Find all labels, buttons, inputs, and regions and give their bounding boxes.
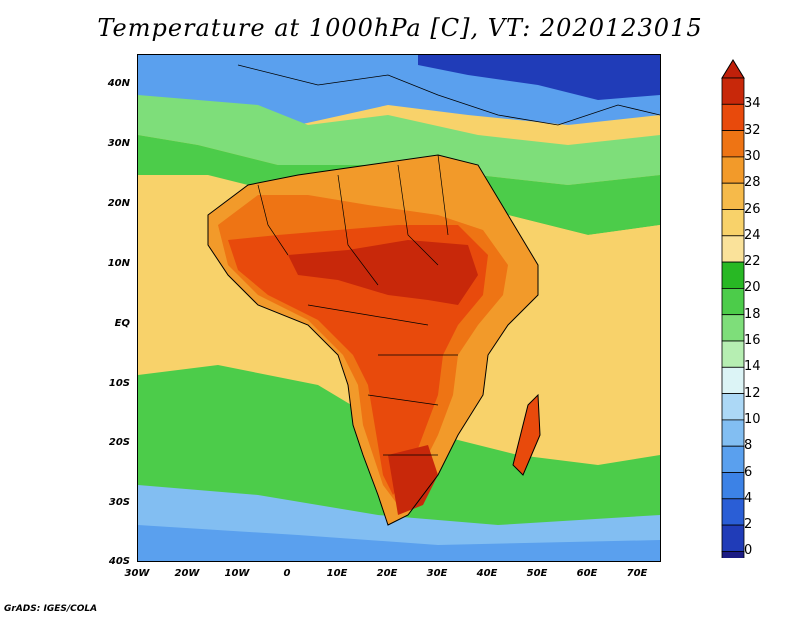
colorbar-segment <box>721 366 745 394</box>
lat-label-40n: 40N <box>107 78 130 89</box>
colorbar-tick-label: 30 <box>744 148 761 164</box>
colorbar-segment <box>721 130 745 158</box>
colorbar-segment <box>721 156 745 184</box>
lat-label-30n: 30N <box>107 138 130 149</box>
colorbar-segment <box>721 287 745 316</box>
colorbar-tick-label: 26 <box>744 201 761 217</box>
lon-label-40e: 40E <box>476 568 498 579</box>
colorbar-tick-label: 18 <box>744 306 761 322</box>
colorbar-segment <box>721 103 745 131</box>
colorbar-tick-label: 32 <box>744 122 761 138</box>
colorbar <box>721 59 745 558</box>
lon-label-20w: 20W <box>174 568 200 579</box>
colorbar-tick-label: 22 <box>744 254 761 270</box>
colorbar-segment <box>721 498 745 526</box>
colorbar-segment <box>721 261 745 289</box>
lon-label-60e: 60E <box>576 568 598 579</box>
lon-label-10e: 10E <box>326 568 348 579</box>
colorbar-tick-label: 10 <box>744 411 761 427</box>
colorbar-tick-label: 2 <box>744 517 753 533</box>
lon-label-70e: 70E <box>626 568 648 579</box>
lon-label-0: 0 <box>283 568 291 579</box>
colorbar-tick-label: 16 <box>744 333 761 348</box>
colorbar-segment <box>721 182 745 210</box>
colorbar-segment <box>721 472 745 500</box>
lat-label-eq: EQ <box>114 318 130 329</box>
lat-label-30s: 30S <box>108 497 130 508</box>
colorbar-tick-label: 4 <box>744 490 753 506</box>
temperature-map <box>138 55 660 561</box>
colorbar-tick-label: 28 <box>744 175 761 191</box>
colorbar-tick-label: 24 <box>744 227 761 243</box>
colorbar-tick-label: 12 <box>744 385 761 401</box>
colorbar-segment <box>721 235 745 263</box>
colorbar-segment <box>721 209 745 237</box>
colorbar-tick-label: 14 <box>744 359 761 375</box>
colorbar-tick-label: 8 <box>744 438 753 454</box>
colorbar-segment <box>721 550 745 558</box>
colorbar-segment <box>721 524 745 552</box>
lat-label-20n: 20N <box>107 198 130 209</box>
lat-label-20s: 20S <box>108 437 130 448</box>
colorbar-tick-label: 34 <box>744 96 761 112</box>
colorbar-tick-label: 6 <box>744 464 753 480</box>
colorbar-segment <box>721 419 745 447</box>
map-panel <box>137 54 661 562</box>
colorbar-segment <box>721 77 745 105</box>
lon-label-10w: 10W <box>224 568 250 579</box>
lat-label-10n: 10N <box>107 258 130 269</box>
colorbar-segment <box>721 393 745 421</box>
lat-label-10s: 10S <box>108 378 130 389</box>
colorbar-tick-label: 0 <box>744 543 753 559</box>
colorbar-segment <box>721 340 745 368</box>
lon-label-30e: 30E <box>426 568 448 579</box>
lon-label-20e: 20E <box>376 568 398 579</box>
map-title: Temperature at 1000hPa [C], VT: 20201230… <box>97 14 703 42</box>
lon-label-50e: 50E <box>526 568 548 579</box>
colorbar-tick-label: 20 <box>744 280 761 296</box>
lon-label-30w: 30W <box>124 568 150 579</box>
colorbar-segment <box>721 445 745 473</box>
lat-label-40s: 40S <box>108 556 130 567</box>
credit-footer: GrADS: IGES/COLA <box>4 604 98 614</box>
colorbar-segment <box>721 314 745 342</box>
colorbar-max-arrow <box>721 59 745 79</box>
